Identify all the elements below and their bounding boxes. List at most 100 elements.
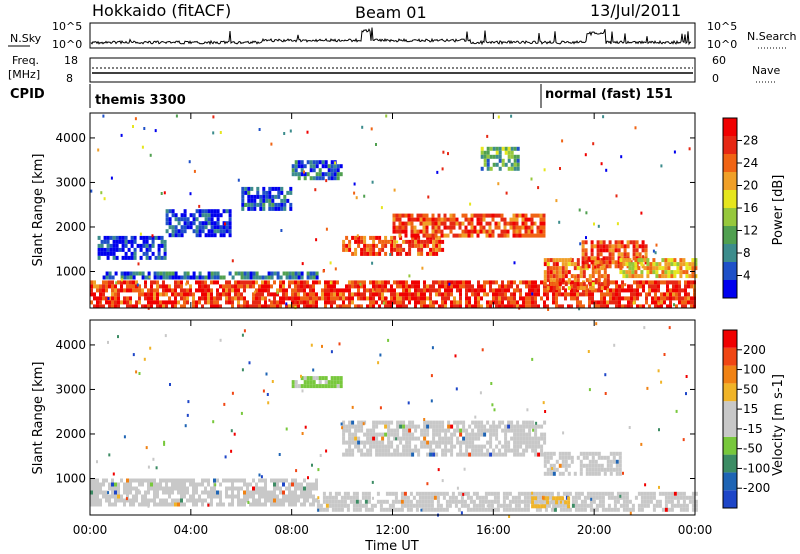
data-cell [151, 251, 155, 256]
data-cell [114, 502, 117, 507]
data-cell [367, 499, 371, 504]
data-cell [147, 304, 150, 309]
data-cell [381, 284, 384, 289]
scatter-point [685, 392, 687, 396]
data-cell [603, 274, 607, 279]
data-cell [237, 271, 241, 276]
data-cell [225, 209, 229, 214]
scatter-point [530, 177, 533, 181]
data-cell [634, 262, 638, 267]
data-cell [345, 304, 348, 309]
scatter-point [285, 302, 288, 306]
data-cell [488, 233, 492, 238]
data-cell [204, 209, 208, 214]
data-cell [156, 284, 159, 289]
data-cell [174, 486, 177, 491]
data-cell [342, 424, 346, 429]
data-cell [451, 495, 455, 500]
data-cell [247, 190, 251, 195]
data-cell [438, 444, 442, 449]
data-cell [112, 235, 116, 240]
data-cell [381, 448, 385, 453]
scatter-point [189, 192, 192, 196]
data-cell [306, 380, 310, 385]
data-cell [150, 304, 153, 309]
data-cell [363, 432, 367, 437]
data-cell [400, 507, 404, 512]
scatter-point [283, 132, 286, 135]
data-cell [416, 217, 420, 222]
scatter-point [640, 442, 643, 446]
data-cell [111, 296, 114, 301]
data-cell [216, 213, 220, 218]
data-cell [423, 292, 426, 297]
data-cell [622, 270, 626, 275]
data-cell [667, 507, 671, 512]
data-cell [303, 380, 307, 385]
data-cell [501, 296, 504, 301]
data-cell [147, 271, 151, 276]
data-cell [670, 274, 674, 279]
scatter-point [312, 368, 315, 372]
data-cell [247, 206, 251, 211]
data-cell [621, 288, 624, 293]
data-cell [289, 202, 293, 207]
data-cell [100, 239, 104, 244]
data-cell [684, 300, 687, 305]
data-cell [189, 225, 193, 230]
data-cell [99, 490, 102, 495]
data-cell [489, 444, 493, 449]
data-cell [549, 270, 553, 275]
scatter-point [219, 338, 222, 342]
data-cell [573, 471, 577, 476]
data-cell [321, 288, 324, 293]
data-cell [306, 376, 310, 381]
data-cell [552, 296, 555, 301]
data-cell [491, 229, 495, 234]
data-cell [424, 499, 428, 504]
data-cell [540, 500, 544, 505]
data-cell [664, 499, 668, 504]
data-cell [522, 420, 526, 425]
data-cell [561, 262, 565, 267]
data-cell [361, 503, 365, 508]
scatter-point [97, 148, 100, 152]
scatter-point [510, 114, 513, 118]
data-cell [96, 288, 99, 293]
y-tick-label: 2000 [55, 220, 86, 234]
data-cell [579, 300, 582, 305]
scatter-point [185, 282, 188, 286]
data-cell [625, 491, 629, 496]
data-cell [168, 486, 171, 491]
data-cell [228, 292, 231, 297]
data-cell [352, 503, 356, 508]
data-cell [558, 451, 562, 456]
scatter-point [655, 243, 658, 247]
data-cell [108, 502, 111, 507]
data-cell [546, 451, 550, 456]
scatter-point [395, 437, 398, 441]
data-cell [255, 271, 259, 276]
data-cell [471, 284, 474, 289]
data-cell [527, 229, 531, 234]
data-cell [162, 502, 165, 507]
data-cell [483, 284, 486, 289]
data-cell [390, 284, 393, 289]
data-cell [431, 221, 435, 226]
data-cell [396, 304, 399, 309]
data-cell [546, 262, 550, 267]
data-cell [691, 499, 695, 504]
data-cell [477, 448, 481, 453]
scatter-point [592, 142, 595, 146]
scatter-point [143, 357, 146, 361]
data-cell [144, 284, 147, 289]
data-cell [466, 503, 470, 508]
data-cell [121, 243, 125, 248]
data-cell [588, 292, 591, 297]
data-cell [492, 428, 496, 433]
data-cell [387, 440, 391, 445]
data-cell [582, 286, 586, 291]
scatter-point [314, 188, 317, 192]
data-cell [585, 471, 589, 476]
data-cell [198, 213, 202, 218]
